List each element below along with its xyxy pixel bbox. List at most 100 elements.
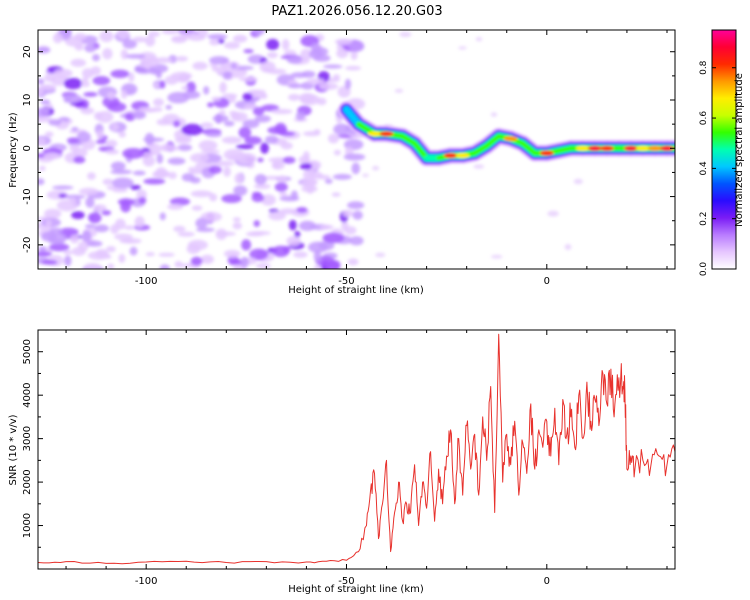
noise-blob (362, 173, 369, 178)
noise-blob (211, 96, 221, 102)
noise-blob (240, 256, 249, 268)
noise-blob (564, 244, 572, 250)
noise-blob (63, 249, 73, 255)
noise-blob (222, 93, 238, 99)
noise-blob (349, 236, 364, 246)
y-tick-label: 2000 (22, 469, 33, 494)
noise-blob (38, 246, 47, 253)
noise-blob (288, 219, 297, 231)
noise-blob (110, 69, 130, 79)
colorbar: 0.0 0.2 0.4 0.6 0.8 Normalized spectral ampl… (699, 29, 745, 276)
noise-blob (288, 93, 301, 101)
noise-blob (64, 255, 72, 267)
noise-blob (117, 30, 130, 39)
snr-line (38, 333, 675, 565)
noise-blob (84, 43, 97, 53)
noise-blob (82, 104, 89, 109)
noise-blob (71, 211, 85, 220)
noise-blob (253, 30, 265, 36)
noise-blob (351, 162, 361, 175)
snr-plot-area (38, 330, 675, 569)
noise-blob (195, 217, 208, 229)
bottom-y-ticks: 1000 2000 3000 4000 5000 (22, 329, 675, 548)
noise-blob (74, 32, 87, 41)
noise-blob (191, 205, 203, 211)
noise-blob (175, 136, 192, 144)
noise-blob (110, 224, 119, 234)
noise-blob (255, 263, 271, 269)
noise-blob (299, 163, 312, 170)
noise-blob (107, 263, 115, 269)
noise-blob (266, 51, 278, 59)
noise-blob (149, 143, 162, 156)
noise-blob (252, 106, 265, 116)
y-tick-label: -20 (22, 237, 33, 253)
noise-blob (313, 250, 322, 263)
colorbar-tick-label: 0.2 (699, 212, 709, 226)
ridge-peak (443, 152, 458, 159)
noise-blob (218, 109, 226, 116)
noise-blob (205, 132, 222, 138)
noise-blob (222, 71, 232, 80)
ridge-peak (599, 145, 614, 151)
noise-blob (38, 107, 50, 118)
noise-blob (187, 33, 206, 41)
noise-blob (159, 80, 166, 89)
noise-blob (244, 136, 262, 145)
noise-blob (333, 149, 341, 156)
noise-blob (200, 254, 214, 265)
noise-blob (238, 76, 258, 82)
noise-blob (350, 50, 358, 61)
ridge-peak (635, 145, 650, 151)
noise-blob (282, 156, 296, 164)
noise-blob (43, 152, 60, 160)
noise-blob (112, 177, 134, 189)
ridge-peak (623, 145, 638, 151)
ridge-peak (455, 152, 470, 159)
noise-blob (107, 102, 127, 113)
colorbar-tick-label: 0.8 (699, 60, 709, 75)
x-tick-label: -50 (338, 576, 354, 587)
noise-blob (198, 140, 218, 151)
noise-blob (300, 48, 313, 60)
noise-blob (74, 44, 84, 51)
noise-blob (319, 224, 334, 230)
noise-blob (329, 260, 341, 269)
noise-blob (85, 196, 95, 208)
noise-blob (73, 156, 86, 164)
noise-blob (81, 80, 90, 88)
noise-blob (105, 149, 120, 155)
noise-blob (173, 225, 186, 233)
snr-frame (37, 329, 676, 570)
bottom-y-axis-label: SNR (10 * v/v) (8, 414, 19, 485)
y-tick-label: -10 (22, 188, 33, 204)
y-tick-label: 4000 (22, 382, 33, 407)
noise-blob (344, 78, 352, 90)
noise-blob (49, 243, 70, 252)
noise-blob (38, 251, 52, 257)
top-x-ticks: -100 -50 0 (65, 30, 668, 287)
noise-blob (203, 85, 210, 95)
noise-blob (188, 166, 196, 173)
noise-blob (458, 46, 467, 50)
noise-blob (233, 185, 248, 196)
noise-blob (128, 72, 135, 83)
top-y-axis-label: Frequency (Hz) (8, 112, 19, 188)
y-tick-label: 0 (22, 145, 33, 151)
noise-blob (287, 83, 304, 89)
noise-blob (207, 33, 228, 40)
noise-blob (175, 55, 189, 62)
noise-blob (131, 111, 147, 120)
ridge-peak (379, 131, 394, 137)
noise-blob (95, 139, 107, 144)
noise-blob (110, 169, 133, 175)
ridge-peak (659, 145, 674, 151)
noise-blob (105, 139, 118, 148)
noise-blob (84, 224, 96, 229)
noise-blob (153, 83, 160, 88)
noise-blob (190, 153, 210, 163)
noise-blob (77, 241, 89, 252)
noise-blob (159, 143, 175, 152)
noise-blob (279, 191, 288, 197)
